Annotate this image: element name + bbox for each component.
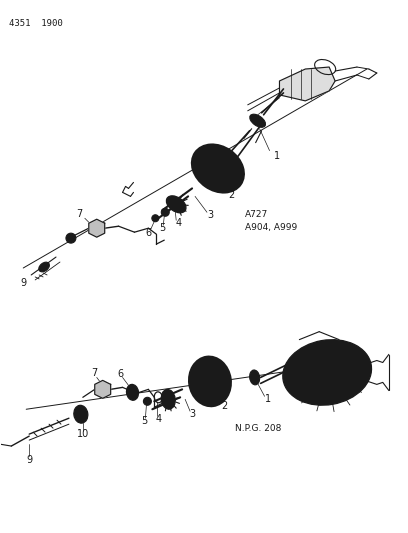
Text: 10: 10 bbox=[77, 429, 89, 439]
Ellipse shape bbox=[74, 405, 88, 423]
Ellipse shape bbox=[192, 144, 244, 192]
Ellipse shape bbox=[250, 114, 266, 127]
Text: 2: 2 bbox=[229, 190, 235, 200]
Text: 2: 2 bbox=[222, 401, 228, 411]
Polygon shape bbox=[95, 381, 111, 398]
Text: 5: 5 bbox=[141, 416, 148, 426]
Ellipse shape bbox=[161, 390, 175, 409]
Ellipse shape bbox=[283, 340, 372, 405]
Ellipse shape bbox=[250, 370, 259, 385]
Ellipse shape bbox=[200, 153, 235, 184]
Text: 9: 9 bbox=[26, 455, 32, 465]
Ellipse shape bbox=[189, 357, 231, 406]
Ellipse shape bbox=[197, 366, 223, 397]
Ellipse shape bbox=[311, 361, 343, 384]
Text: 4351  1900: 4351 1900 bbox=[9, 19, 63, 28]
Circle shape bbox=[161, 208, 169, 216]
Polygon shape bbox=[279, 67, 335, 101]
Text: 1: 1 bbox=[264, 394, 271, 405]
Text: 9: 9 bbox=[20, 278, 26, 288]
Text: 3: 3 bbox=[189, 409, 195, 419]
Ellipse shape bbox=[129, 388, 136, 397]
Text: 7: 7 bbox=[92, 368, 98, 378]
Text: 1: 1 bbox=[275, 151, 281, 160]
Text: 6: 6 bbox=[118, 369, 124, 379]
Text: 5: 5 bbox=[159, 223, 165, 233]
Text: 4: 4 bbox=[175, 218, 181, 228]
Polygon shape bbox=[89, 219, 105, 237]
Text: 6: 6 bbox=[145, 228, 151, 238]
Ellipse shape bbox=[39, 262, 49, 272]
Circle shape bbox=[144, 397, 151, 405]
Text: 3: 3 bbox=[207, 210, 213, 220]
Ellipse shape bbox=[126, 384, 138, 400]
Ellipse shape bbox=[166, 196, 186, 213]
Text: 7: 7 bbox=[76, 209, 82, 219]
Ellipse shape bbox=[77, 409, 85, 419]
Text: 4: 4 bbox=[155, 414, 162, 424]
Circle shape bbox=[152, 215, 159, 222]
Circle shape bbox=[66, 233, 76, 243]
Text: N.P.G. 208: N.P.G. 208 bbox=[235, 424, 281, 433]
Text: A727
A904, A999: A727 A904, A999 bbox=[245, 211, 297, 232]
